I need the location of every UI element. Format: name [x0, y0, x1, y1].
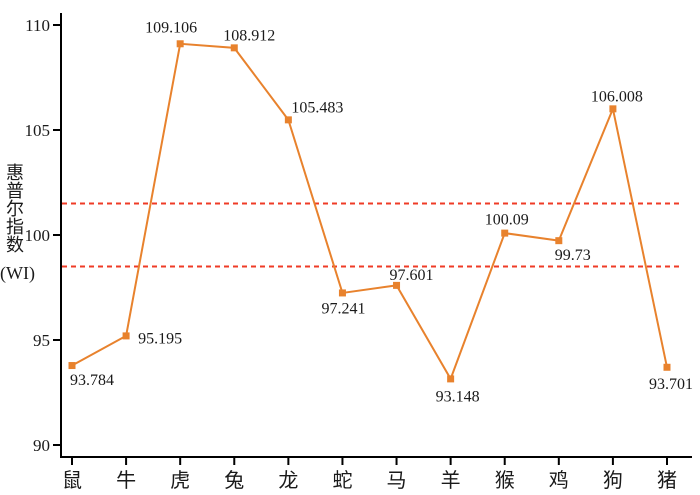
data-point-label: 100.09 — [485, 212, 529, 229]
x-tick-label: 蛇 — [332, 469, 352, 492]
data-point-marker — [338, 289, 346, 297]
data-point-marker — [284, 116, 292, 124]
y-tick-label: 105 — [25, 121, 51, 140]
data-point-label: 105.483 — [291, 99, 343, 116]
data-point-label: 108.912 — [223, 27, 275, 44]
data-point-marker — [663, 363, 671, 371]
series-line — [71, 42, 668, 382]
y-axis-title: 惠普尔指数 — [6, 163, 24, 255]
data-point-label: 99.73 — [555, 247, 591, 264]
x-tick-label: 鸡 — [549, 469, 569, 492]
x-tick-label: 猴 — [495, 469, 515, 492]
x-tick-label: 鼠 — [62, 469, 82, 492]
data-point-marker — [176, 40, 184, 48]
y-tick-label: 95 — [33, 331, 50, 350]
data-point-label: 97.241 — [321, 300, 365, 317]
x-tick-label: 马 — [387, 470, 407, 492]
data-point-label: 93.701 — [649, 376, 693, 393]
y-tick-label: 90 — [33, 436, 50, 455]
data-point-marker — [230, 44, 238, 52]
x-tick-label: 猪 — [657, 469, 677, 492]
data-point-marker — [68, 362, 76, 370]
data-point-marker — [609, 105, 617, 113]
data-point-label: 109.106 — [145, 19, 197, 36]
data-point-label: 93.784 — [70, 372, 114, 389]
data-point-label: 97.601 — [390, 267, 434, 284]
x-tick-label: 虎 — [170, 469, 190, 492]
data-point-marker — [447, 375, 455, 383]
x-tick-label: 羊 — [441, 469, 461, 492]
data-point-marker — [501, 229, 509, 237]
x-tick-label: 兔 — [224, 469, 244, 492]
data-point-marker — [122, 332, 130, 340]
y-tick-label: 110 — [25, 16, 50, 35]
x-tick-label: 狗 — [603, 469, 623, 492]
data-point-marker — [393, 281, 401, 289]
data-point-label: 95.195 — [138, 330, 182, 347]
data-point-label: 106.008 — [591, 88, 643, 105]
y-axis-title-unit: (WI) — [0, 263, 35, 283]
data-point-label: 93.148 — [436, 388, 480, 405]
data-point-marker — [555, 237, 563, 245]
x-tick-label: 牛 — [116, 469, 136, 492]
y-tick-label: 100 — [25, 226, 51, 245]
x-tick-label: 龙 — [278, 469, 298, 492]
